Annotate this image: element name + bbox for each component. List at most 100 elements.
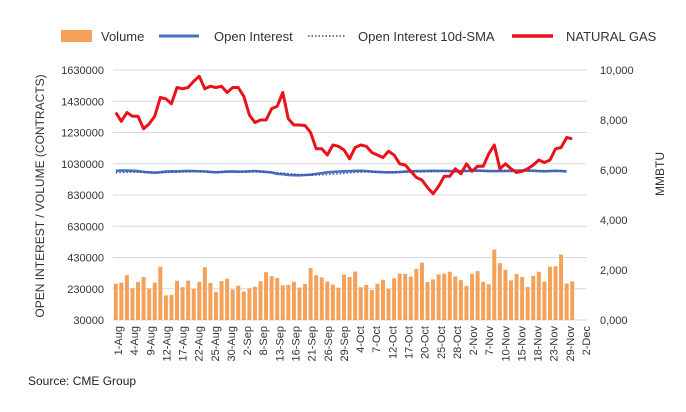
volume-bar — [414, 268, 419, 320]
volume-bar — [380, 279, 385, 320]
volume-bar — [225, 278, 230, 320]
volume-bar — [386, 288, 391, 320]
x-tick-label: 8-Sep — [258, 326, 270, 355]
x-tick-label: 4-Aug — [129, 326, 141, 355]
volume-bar — [136, 281, 141, 320]
volume-bar — [492, 249, 497, 320]
x-tick-label: 17-Oct — [403, 326, 415, 359]
right-axis-title: MMBTU — [653, 152, 667, 196]
volume-bar — [119, 282, 124, 320]
volume-bar — [197, 281, 202, 320]
left-tick-label: 1230000 — [61, 128, 104, 140]
volume-bar — [180, 287, 185, 320]
volume-bar — [392, 278, 397, 320]
right-tick-label: 4,000 — [600, 215, 628, 227]
volume-bar — [202, 267, 207, 320]
left-tick-label: 1430000 — [61, 96, 104, 108]
left-tick-label: 30000 — [73, 315, 104, 327]
x-tick-label: 12-Oct — [387, 326, 399, 359]
series-lines — [114, 74, 573, 196]
left-axis-title: OPEN INTEREST / VOLUME (CONTRACTS) — [33, 74, 47, 317]
left-tick-label: 230000 — [67, 284, 104, 296]
volume-bar — [470, 274, 475, 320]
x-tick-label: 17-Aug — [178, 326, 190, 361]
volume-bar — [442, 273, 447, 320]
volume-bar — [280, 285, 285, 320]
volume-bars — [113, 249, 575, 320]
volume-bar — [297, 287, 302, 320]
volume-bar — [219, 281, 224, 320]
volume-bar — [531, 275, 536, 320]
volume-bar — [447, 271, 452, 320]
volume-bar — [486, 284, 491, 320]
volume-bar — [358, 287, 363, 320]
volume-bar — [152, 282, 157, 320]
volume-bar — [147, 288, 152, 320]
volume-bar — [130, 288, 135, 320]
volume-bar — [419, 262, 424, 320]
right-tick-label: 2,000 — [600, 265, 628, 277]
right-tick-label: 10,000 — [600, 65, 634, 77]
x-tick-label: 2-Nov — [468, 326, 480, 356]
volume-bar — [308, 268, 313, 320]
x-tick-label: 13-Sep — [274, 326, 286, 361]
volume-bar — [319, 277, 324, 320]
volume-bar — [464, 285, 469, 320]
volume-bar — [230, 289, 235, 320]
volume-bar — [330, 284, 335, 320]
volume-bar — [497, 263, 502, 320]
volume-bar — [542, 281, 547, 320]
volume-bar — [341, 274, 347, 320]
x-tick-label: 12-Aug — [161, 326, 173, 361]
x-tick-label: 9-Aug — [145, 326, 157, 355]
open-interest-sma-line — [115, 170, 567, 176]
x-tick-label: 21-Sep — [307, 326, 319, 361]
legend-swatch-volume — [61, 30, 92, 42]
left-tick-label: 430000 — [67, 253, 104, 265]
legend-label: Open Interest — [214, 29, 293, 44]
volume-bar — [364, 284, 369, 320]
volume-bar — [347, 277, 352, 320]
volume-bar — [425, 282, 430, 320]
x-tick-label: 29-Nov — [565, 326, 577, 362]
volume-bar — [336, 287, 341, 320]
x-tick-label: 4-Oct — [355, 326, 367, 353]
x-tick-label: 7-Oct — [371, 326, 383, 353]
natural-gas-line — [114, 74, 573, 196]
left-tick-label: 630000 — [67, 221, 104, 233]
volume-bar — [241, 291, 246, 320]
x-tick-label: 2-Sep — [242, 326, 254, 355]
right-tick-label: 8,000 — [600, 115, 628, 127]
x-tick-label: 26-Sep — [323, 326, 335, 361]
volume-bar — [236, 285, 241, 320]
x-tick-label: 2-Dec — [581, 326, 593, 356]
volume-bar — [547, 266, 552, 320]
right-tick-label: 0,000 — [600, 315, 628, 327]
volume-bar — [436, 274, 441, 320]
left-tick-label: 1630000 — [61, 65, 104, 77]
volume-bar — [303, 284, 308, 320]
legend: Volume Open Interest Open Interest 10d-SMA… — [61, 29, 657, 44]
legend-label: Volume — [101, 29, 144, 44]
volume-bar — [113, 283, 118, 320]
x-axis: 1-Aug 4-Aug 9-Aug 12-Aug 17-Aug 22-Aug 25-Aug 3… — [113, 326, 593, 362]
volume-bar — [375, 283, 380, 320]
volume-bar — [520, 277, 525, 320]
right-tick-label: 6,000 — [600, 165, 628, 177]
volume-bar — [252, 286, 257, 320]
volume-bar — [553, 266, 558, 320]
volume-bar — [403, 273, 408, 320]
volume-bar — [314, 275, 319, 320]
x-tick-label: 15-Nov — [516, 326, 528, 362]
volume-bar — [286, 284, 291, 320]
x-tick-label: 10-Nov — [500, 326, 512, 362]
volume-bar — [124, 275, 129, 320]
volume-bar — [258, 281, 263, 320]
volume-bar — [213, 291, 218, 320]
x-tick-label: 1-Aug — [113, 326, 125, 355]
legend-label: NATURAL GAS — [566, 29, 657, 44]
volume-bar — [191, 288, 196, 320]
x-tick-label: 20-Oct — [420, 326, 432, 359]
volume-bar — [169, 294, 174, 320]
